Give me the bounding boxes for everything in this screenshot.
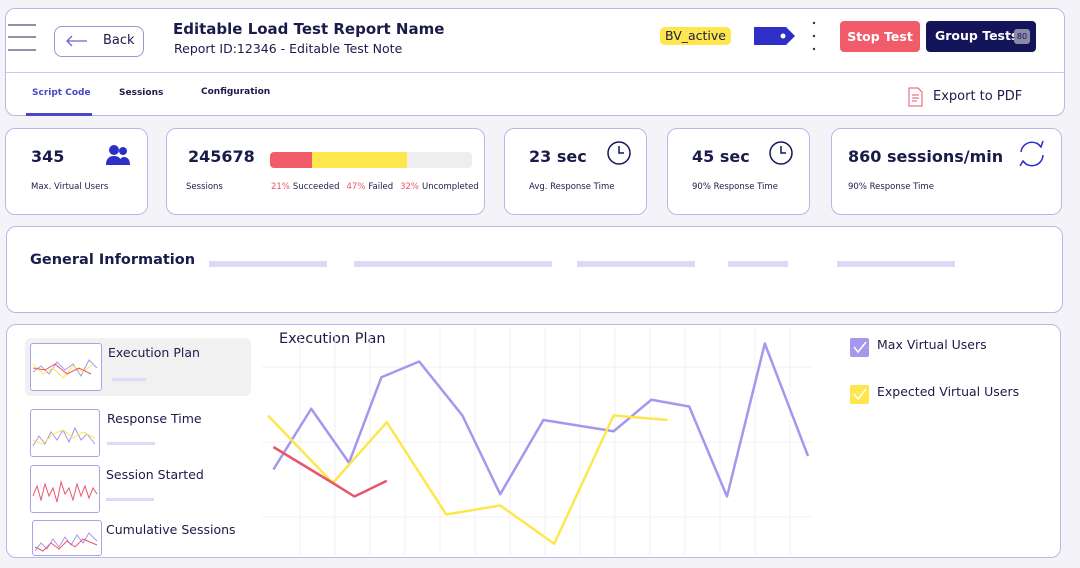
sessions-bar	[270, 152, 472, 168]
users-icon	[106, 145, 130, 165]
refresh-icon	[1019, 140, 1044, 167]
sessions-legend: 21% Succeeded 47% Failed 32% Uncompleted	[271, 182, 479, 192]
stat-card	[166, 128, 485, 215]
thumbnail	[32, 520, 102, 556]
chart-item[interactable]: Session Started	[106, 467, 204, 482]
back-arrow	[66, 35, 87, 47]
clock-icon	[607, 141, 631, 165]
placeholder	[107, 442, 155, 445]
legend-item[interactable]: Max Virtual Users	[850, 336, 1050, 383]
report-title: Editable Load Test Report Name	[173, 20, 445, 38]
checkmark	[853, 388, 867, 401]
status-label: Uncompleted	[422, 182, 479, 192]
more-menu[interactable]	[810, 20, 818, 54]
placeholder	[728, 261, 788, 267]
tag-icon[interactable]	[753, 26, 797, 46]
placeholder	[112, 378, 146, 381]
group-button[interactable]: Group Tests 80	[926, 21, 1036, 52]
stat-value: 45 sec	[692, 147, 750, 166]
stat-label: Avg. Response Time	[529, 182, 615, 192]
back-label: Back	[103, 33, 135, 48]
group-label: Group Tests	[935, 28, 1019, 43]
bar-segment	[407, 152, 472, 168]
stop-button[interactable]: Stop Test	[840, 21, 920, 52]
thumbnail	[30, 409, 100, 457]
status-label: Failed	[368, 182, 394, 192]
tab[interactable]: Configuration	[201, 87, 271, 97]
legend-checkbox[interactable]	[850, 385, 870, 405]
menu-icon[interactable]	[6, 22, 38, 54]
chart-title: Execution Plan	[279, 331, 386, 347]
status-label: Succeeded	[292, 182, 340, 192]
line	[272, 445, 388, 498]
stat-value: 23 sec	[529, 147, 587, 166]
stat-value: 345	[31, 147, 65, 166]
line	[272, 342, 810, 498]
stat-card	[5, 128, 148, 215]
placeholder	[837, 261, 955, 267]
stat-label: Sessions	[186, 182, 223, 192]
stat-label: 90% Response Time	[848, 182, 934, 192]
placeholder	[209, 261, 327, 267]
percent-label: 21%	[271, 182, 290, 192]
checkbox-fill	[850, 338, 869, 357]
thumbnail	[30, 465, 100, 513]
info-card	[6, 226, 1063, 313]
legend-label: Expected Virtual Users	[877, 384, 1020, 399]
placeholder	[106, 498, 154, 501]
divider	[6, 72, 1064, 73]
section-title: General Information	[30, 252, 196, 268]
status-badge: BV_active	[660, 27, 731, 45]
placeholder	[577, 261, 695, 267]
tab-underline	[26, 113, 92, 116]
pdf-icon	[908, 87, 923, 107]
percent-label: 32%	[400, 182, 419, 192]
legend: Max Virtual Users Expected Virtual Users	[850, 336, 1050, 430]
export-button[interactable]: Export to PDF	[933, 89, 1023, 104]
line-chart: Execution Plan	[262, 327, 812, 555]
legend-label: Max Virtual Users	[877, 337, 987, 352]
chart-item[interactable]: Response Time	[107, 411, 202, 426]
stat-value: 860 sessions/min	[848, 147, 1004, 166]
stat-value: 245678	[188, 147, 255, 166]
stat-card	[831, 128, 1062, 215]
back-button[interactable]: Back	[54, 26, 144, 57]
clock-icon	[769, 141, 793, 165]
legend-checkbox[interactable]	[850, 338, 870, 358]
chart-item[interactable]: Execution Plan	[108, 345, 200, 360]
bar-segment	[270, 152, 313, 168]
report-subtitle: Report ID:12346 - Editable Test Note	[174, 41, 403, 56]
tab[interactable]: Sessions	[119, 88, 164, 98]
line	[267, 414, 668, 545]
legend-item[interactable]: Expected Virtual Users	[850, 383, 1050, 430]
stat-label: Max. Virtual Users	[31, 182, 109, 192]
checkmark	[853, 341, 867, 354]
bar-segment	[312, 152, 408, 168]
tab[interactable]: Script Code	[32, 88, 91, 98]
group-count: 80	[1014, 29, 1030, 44]
stat-label: 90% Response Time	[692, 182, 778, 192]
percent-label: 47%	[346, 182, 366, 192]
thumbnail	[30, 343, 102, 391]
placeholder	[354, 261, 552, 267]
chart-item[interactable]: Cumulative Sessions	[106, 522, 236, 537]
checkbox-fill	[850, 385, 869, 404]
